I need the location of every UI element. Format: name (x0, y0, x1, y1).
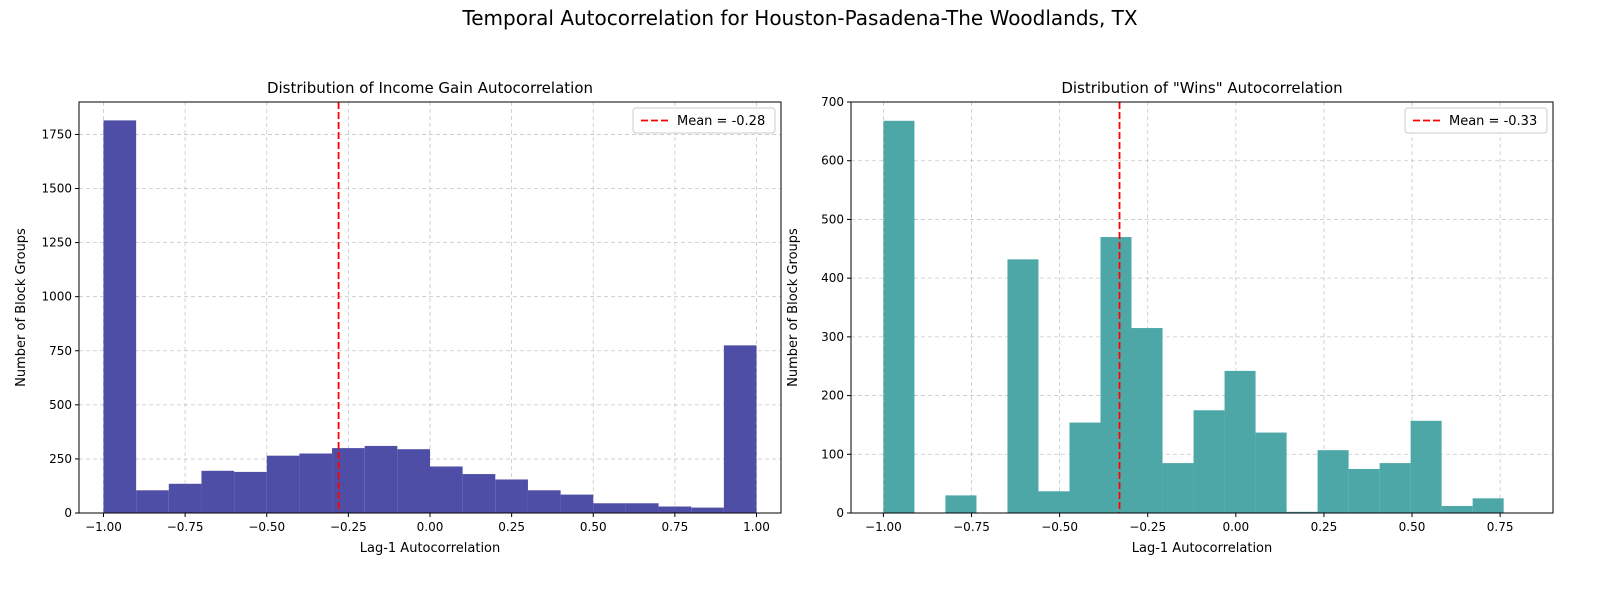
x-tick-label: −0.50 (1041, 520, 1078, 534)
x-tick-label: −1.00 (865, 520, 902, 534)
x-axis-label: Lag-1 Autocorrelation (360, 541, 501, 556)
histogram-bar (430, 466, 463, 513)
y-tick-label: 200 (821, 389, 844, 403)
x-tick-label: 0.25 (1311, 520, 1338, 534)
histogram-bar (1224, 370, 1256, 513)
y-tick-label: 1000 (41, 290, 72, 304)
x-tick-label: −0.50 (248, 520, 285, 534)
histogram-bar (397, 449, 430, 513)
y-axis-label: Number of Block Groups (786, 228, 801, 387)
x-tick-label: −0.75 (167, 520, 204, 534)
histogram-bar (495, 479, 528, 513)
y-tick-label: 300 (821, 330, 844, 344)
histogram-bar (945, 495, 977, 513)
x-tick-label: 0.25 (498, 520, 525, 534)
x-tick-label: 0.75 (662, 520, 689, 534)
histogram-bar (658, 506, 692, 513)
histogram-bar (1472, 498, 1504, 513)
y-tick-label: 500 (821, 212, 844, 226)
subplot-title: Distribution of "Wins" Autocorrelation (1061, 79, 1342, 97)
histogram-bar (1317, 450, 1349, 513)
histogram-bar (1069, 422, 1101, 513)
histogram-bar (1348, 468, 1380, 513)
y-tick-label: 1250 (41, 236, 72, 250)
histogram-bar (1441, 505, 1473, 513)
histogram-bar (1379, 463, 1411, 513)
subplot-title: Distribution of Income Gain Autocorrelat… (267, 79, 593, 97)
x-axis-label: Lag-1 Autocorrelation (1132, 541, 1273, 556)
legend-label: Mean = -0.33 (1449, 114, 1537, 129)
income-gain-histogram-panel: −1.00 −0.75 −0.50 −0.25 0.00 0.25 0.50 0.75 1.00… (14, 79, 782, 556)
histogram-bar (266, 455, 300, 513)
x-tick-label: 0.75 (1487, 520, 1514, 534)
x-tick-label: 0.00 (1222, 520, 1249, 534)
x-tick-label: −0.25 (330, 520, 367, 534)
legend-label: Mean = -0.28 (677, 114, 765, 129)
histogram-bar (723, 345, 757, 513)
histogram-bar (332, 448, 365, 513)
x-tick-label: −0.25 (1129, 520, 1166, 534)
x-tick-label: −1.00 (85, 520, 122, 534)
plot-frame (850, 101, 1554, 514)
x-tick-label: 0.50 (1399, 520, 1426, 534)
histogram-bar (234, 471, 267, 513)
y-tick-label: 400 (821, 271, 844, 285)
histogram-bar (625, 503, 659, 513)
histogram-bar (560, 494, 594, 513)
y-tick-label: 700 (821, 95, 844, 109)
histogram-bar (462, 474, 496, 513)
histogram-bar (883, 120, 915, 513)
histogram-bar (201, 470, 235, 513)
histogram-bar (1131, 328, 1163, 513)
histogram-bar (691, 507, 724, 513)
y-tick-label: 0 (836, 506, 844, 520)
histogram-bar (364, 445, 398, 513)
x-tick-label: 1.00 (743, 520, 770, 534)
histogram-bar (527, 490, 561, 513)
histogram-bar (1255, 432, 1287, 513)
histogram-bar (1100, 237, 1132, 514)
histogram-bar (168, 483, 202, 513)
legend-box (632, 107, 776, 134)
y-tick-label: 500 (49, 398, 72, 412)
histogram-bar (1162, 463, 1194, 513)
y-tick-label: 0 (64, 506, 72, 520)
x-tick-label: 0.00 (417, 520, 444, 534)
x-tick-label: 0.50 (580, 520, 607, 534)
histogram-bar (1286, 511, 1318, 513)
histogram-bar (1410, 420, 1442, 513)
y-tick-label: 1750 (41, 127, 72, 141)
y-tick-label: 750 (49, 344, 72, 358)
histogram-bar (103, 120, 137, 513)
y-tick-label: 1500 (41, 182, 72, 196)
y-tick-label: 600 (821, 154, 844, 168)
wins-histogram-panel: −1.00 −0.75 −0.50 −0.25 0.00 0.25 0.50 0.75 0 100… (786, 79, 1554, 556)
histogram-bar (136, 490, 169, 513)
histogram-bar (1193, 410, 1225, 513)
histogram-bar (299, 453, 333, 513)
histogram-bar (1007, 259, 1039, 513)
histogram-bar (593, 503, 626, 513)
x-tick-label: −0.75 (953, 520, 990, 534)
y-tick-label: 100 (821, 447, 844, 461)
histogram-bar (1038, 491, 1070, 513)
y-tick-label: 250 (49, 452, 72, 466)
legend-box (1404, 107, 1548, 134)
y-axis-label: Number of Block Groups (14, 228, 29, 387)
figure-suptitle: Temporal Autocorrelation for Houston-Pas… (462, 6, 1138, 30)
